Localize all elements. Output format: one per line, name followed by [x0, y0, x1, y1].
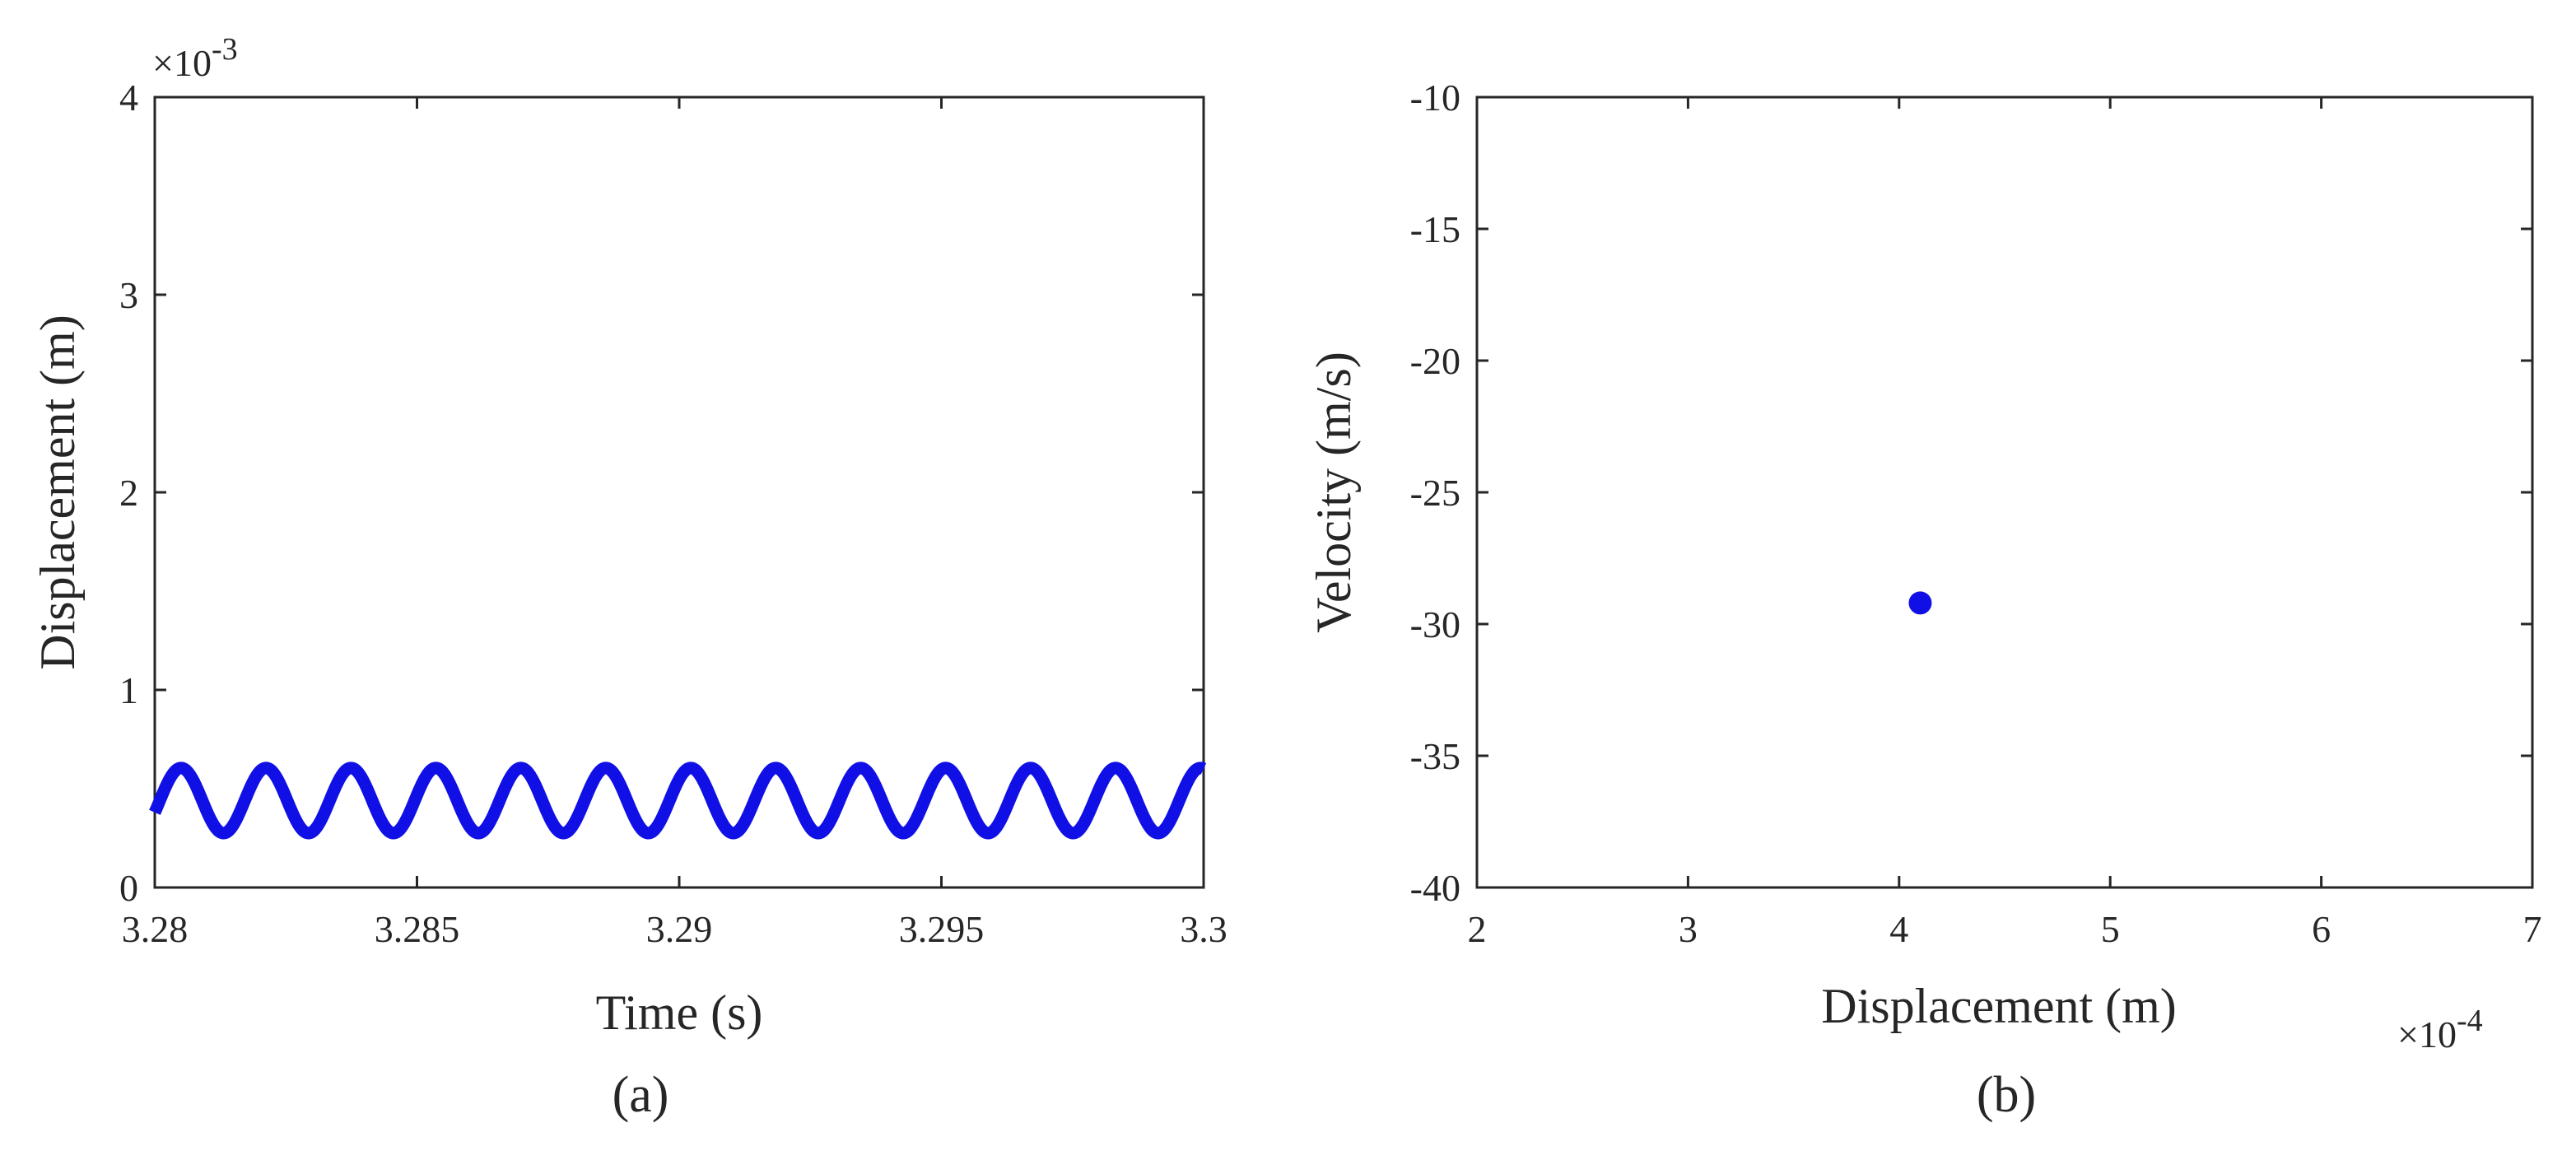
panel-a-ytick-label: 2 [119, 472, 138, 514]
panel-a-xtick-label: 3.28 [122, 908, 189, 950]
panel-b-xtick-label: 3 [1679, 908, 1698, 950]
panel-b-ytick-label: -10 [1410, 77, 1460, 119]
panel-b-ytick-label: -20 [1410, 340, 1460, 382]
panel-a-xtick-label: 3.295 [899, 908, 985, 950]
panel-a-xtick-label: 3.29 [646, 908, 713, 950]
panel-b-xtick-label: 7 [2523, 908, 2542, 950]
panel-b-frame [1475, 96, 2534, 889]
panel-b-xtick-label: 5 [2101, 908, 2120, 950]
phase-point-marker [1908, 591, 1932, 615]
panel-b-ytick-label: -35 [1410, 735, 1460, 777]
panel-a-chart: 3.28 3.285 3.29 3.295 3.3 0 1 2 3 4 Time (s) Disp… [30, 32, 1227, 1123]
panel-b-ytick-label: -30 [1410, 603, 1460, 645]
panel-b-x-multiplier-exp: -4 [2457, 1004, 2483, 1038]
panel-a-ylabel: Displacement (m) [30, 314, 85, 670]
panel-a-ytick-label: 4 [119, 77, 138, 119]
panel-a-ytick-label: 3 [119, 274, 138, 316]
panel-a-xtick-label: 3.285 [375, 908, 460, 950]
panel-b-ytick-label: -25 [1410, 472, 1460, 514]
displacement-time-series-line [149, 762, 1209, 840]
panel-a-xlabel: Time (s) [596, 985, 763, 1040]
panel-b-x-multiplier: ×10-4 [2397, 1004, 2483, 1055]
panel-a-y-multiplier: ×10-3 [152, 32, 238, 84]
panel-a-ytick-label: 0 [119, 867, 138, 909]
panel-b-xtick-label: 4 [1889, 908, 1908, 950]
panel-b-chart: 2 3 4 5 6 7 -40 -35 -30 -25 -20 -15 -10 Displacement… [1307, 77, 2542, 1123]
panel-b-xlabel: Displacement (m) [1821, 979, 2177, 1033]
panel-b-ytick-label: -40 [1410, 867, 1460, 909]
panel-b-xtick-label: 6 [2312, 908, 2331, 950]
panel-b-caption: (b) [1977, 1067, 2036, 1123]
panel-a-caption: (a) [613, 1067, 669, 1123]
panel-a-y-multiplier-exp: -3 [212, 32, 238, 67]
panel-b-xtick-label: 2 [1468, 908, 1487, 950]
panel-a-ytick-label: 1 [119, 669, 138, 711]
panel-b-ylabel: Velocity (m/s) [1307, 352, 1361, 633]
panel-b-ytick-label: -15 [1410, 208, 1460, 250]
panel-a-xtick-label: 3.3 [1180, 908, 1227, 950]
